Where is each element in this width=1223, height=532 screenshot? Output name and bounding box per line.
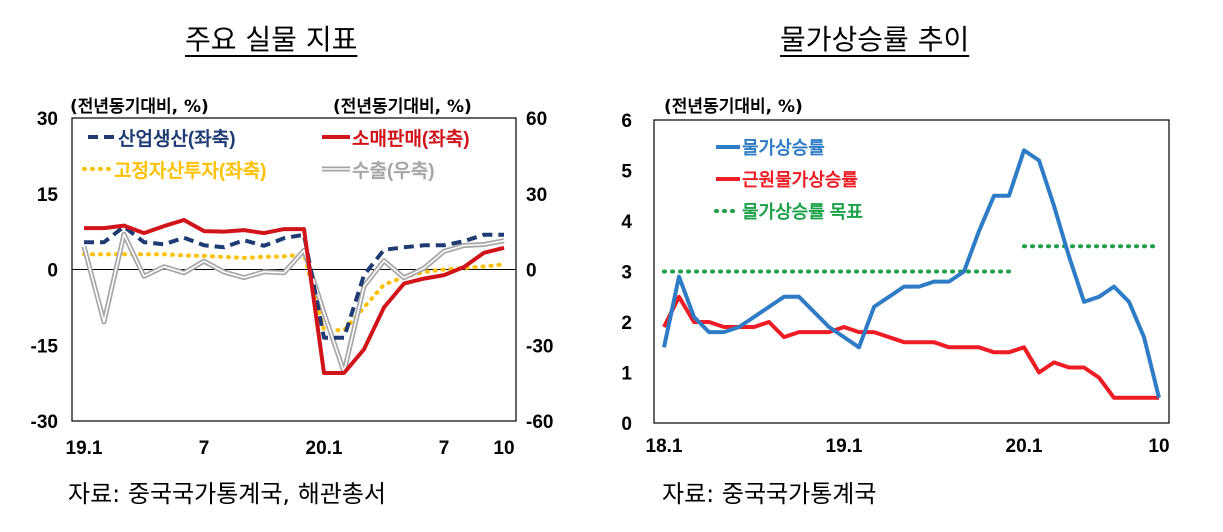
legend-label: 물가상승률 목표 (742, 202, 863, 222)
series-line-산업생산-좌축 (84, 224, 504, 340)
left-source-note: 자료: 중국국가통계국, 해관총서 (68, 480, 387, 508)
left-axis-unit: (전년동기대비, %) (70, 97, 209, 117)
y-right-tick-label: 0 (526, 261, 537, 282)
legend-label: 물가상승률 (742, 138, 825, 158)
left-chart-title: 주요 실물 지표 (185, 23, 358, 56)
y-tick-label: 1 (621, 364, 632, 385)
legend-label: 고정자산투자(좌축) (114, 160, 267, 182)
y-tick-label: 4 (621, 212, 632, 233)
y-left-tick-label: 30 (37, 109, 58, 130)
x-tick-label: 20.1 (1006, 436, 1043, 457)
y-left-tick-label: 0 (47, 261, 58, 282)
x-tick-label: 19.1 (66, 438, 103, 459)
x-tick-label: 10 (1148, 436, 1169, 457)
y-left-tick-label: -30 (31, 412, 58, 433)
y-left-tick-label: -15 (31, 336, 59, 357)
y-tick-label: 3 (621, 263, 632, 284)
plot-area-frame (653, 119, 1170, 424)
series-line-근원물가상승률 (662, 294, 1159, 400)
y-right-tick-label: -60 (526, 412, 553, 433)
y-right-tick-label: 60 (526, 109, 547, 130)
left-chart-panel: 주요 실물 지표 (전년동기대비, %) (전년동기대비, %) 30 15 0 -1… (0, 0, 600, 532)
right-axis-unit: (전년동기대비, %) (333, 97, 472, 117)
right-chart-panel: 물가상승률 추이 (전년동기대비, %) 6 5 4 3 2 1 0 18.1 19.1 20.1… (612, 0, 1223, 532)
series-line-물가상승률 (662, 148, 1161, 399)
x-tick-label: 7 (439, 438, 450, 459)
legend-label: 근원물가상승률 (742, 170, 858, 190)
y-tick-label: 5 (621, 162, 632, 183)
y-right-tick-label: -30 (526, 336, 553, 357)
series-line-소매판매-좌축 (84, 218, 505, 375)
x-tick-label: 20.1 (306, 438, 343, 459)
series-line-inner-수출-우축 (83, 233, 505, 373)
y-left-tick-label: 15 (37, 185, 59, 206)
x-tick-label: 18.1 (646, 436, 683, 457)
x-tick-label: 19.1 (826, 436, 863, 457)
indicators-chart-svg: 30 15 0 -15 -30 60 30 0 -30 -60 19.1 7 20.1 7 10 산업생산(좌… (31, 109, 554, 459)
y-right-tick-label: 30 (526, 185, 547, 206)
right-chart-title: 물가상승률 추이 (780, 23, 970, 56)
x-tick-label: 7 (199, 438, 210, 459)
legend-label: 산업생산(좌축) (118, 128, 236, 150)
x-tick-label: 10 (493, 438, 514, 459)
right-chart-unit: (전년동기대비, %) (664, 97, 803, 117)
series-line-고정자산투자-좌축 (82, 252, 506, 333)
legend-label: 수출(우축) (352, 160, 435, 182)
legend-label: 소매판매(좌축) (352, 128, 470, 150)
y-tick-label: 2 (621, 313, 632, 334)
y-tick-label: 6 (621, 111, 632, 132)
y-tick-label: 0 (621, 414, 632, 435)
right-source-note: 자료: 중국국가통계국 (662, 480, 877, 508)
